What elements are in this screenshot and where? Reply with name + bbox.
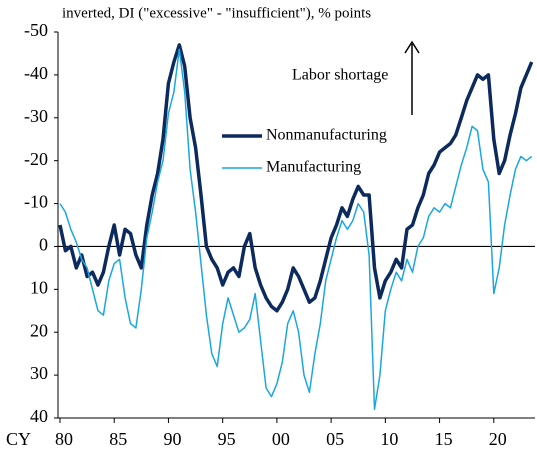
- y-tick-label: 0: [39, 235, 48, 255]
- y-tick-label: 20: [30, 320, 48, 340]
- y-tick-label: -30: [24, 106, 48, 126]
- y-tick-label: 40: [30, 406, 48, 426]
- legend-label: Manufacturing: [266, 159, 361, 176]
- x-axis-label: CY: [6, 429, 31, 449]
- x-tick-label: 20: [489, 429, 507, 449]
- y-tick-label: -20: [24, 149, 48, 169]
- annotation: Labor shortage: [292, 67, 388, 84]
- series-line: [58, 43, 534, 313]
- x-tick-label: 15: [435, 429, 453, 449]
- y-tick-label: -50: [24, 20, 48, 40]
- legend-label: Nonmanufacturing: [266, 127, 387, 144]
- y-tick-label: 30: [30, 363, 48, 383]
- x-tick-label: 85: [109, 429, 127, 449]
- x-tick-label: 80: [55, 429, 73, 449]
- y-tick-label: -40: [24, 63, 48, 83]
- y-tick-label: 10: [30, 277, 48, 297]
- x-tick-label: 00: [272, 429, 290, 449]
- x-tick-label: 05: [326, 429, 344, 449]
- y-tick-label: -10: [24, 192, 48, 212]
- chart-title: inverted, DI ("excessive" - "insufficien…: [62, 5, 371, 21]
- x-tick-label: 95: [218, 429, 236, 449]
- x-tick-label: 10: [380, 429, 398, 449]
- x-tick-label: 90: [163, 429, 181, 449]
- series-line: [59, 48, 533, 411]
- annotation-arrowhead: [404, 40, 420, 54]
